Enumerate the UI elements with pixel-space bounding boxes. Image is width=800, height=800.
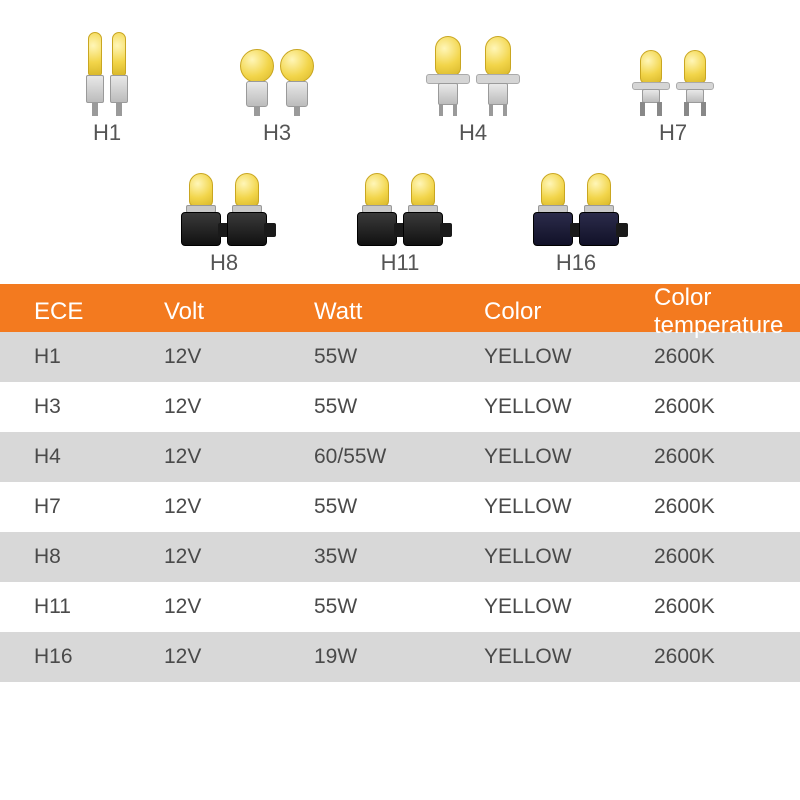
- bulb-icon: [426, 36, 470, 116]
- cell-color: YELLOW: [484, 345, 654, 369]
- bulb-icon: [110, 32, 128, 116]
- bulb-gallery: H1 H3: [0, 0, 800, 284]
- bulb-cell-h4: H4: [426, 18, 520, 146]
- bulb-cell-h16: H16: [533, 148, 619, 276]
- cell-temp: 2600K: [654, 645, 800, 669]
- col-watt: Watt: [314, 298, 484, 326]
- bulb-icon: [357, 173, 397, 246]
- bulb-cell-h11: H11: [357, 148, 443, 276]
- table-row: H16 12V 19W YELLOW 2600K: [0, 632, 800, 682]
- bulb-label: H16: [556, 250, 596, 276]
- table-row: H3 12V 55W YELLOW 2600K: [0, 382, 800, 432]
- spec-table: ECE Volt Watt Color Color temperature H1…: [0, 284, 800, 682]
- cell-watt: 55W: [314, 345, 484, 369]
- cell-color: YELLOW: [484, 645, 654, 669]
- cell-volt: 12V: [164, 345, 314, 369]
- cell-volt: 12V: [164, 545, 314, 569]
- bulb-label: H1: [93, 120, 121, 146]
- cell-ece: H8: [34, 545, 164, 569]
- cell-watt: 19W: [314, 645, 484, 669]
- cell-ece: H3: [34, 395, 164, 419]
- bulb-icon: [280, 49, 314, 116]
- cell-temp: 2600K: [654, 495, 800, 519]
- bulb-label: H4: [459, 120, 487, 146]
- bulb-label: H7: [659, 120, 687, 146]
- table-row: H8 12V 35W YELLOW 2600K: [0, 532, 800, 582]
- cell-temp: 2600K: [654, 345, 800, 369]
- col-color: Color: [484, 298, 654, 326]
- cell-volt: 12V: [164, 595, 314, 619]
- col-ece: ECE: [34, 298, 164, 326]
- bulb-icon: [403, 173, 443, 246]
- col-temp: Color temperature: [654, 284, 800, 340]
- cell-volt: 12V: [164, 645, 314, 669]
- cell-ece: H4: [34, 445, 164, 469]
- bulb-icon: [86, 32, 104, 116]
- cell-ece: H7: [34, 495, 164, 519]
- cell-temp: 2600K: [654, 445, 800, 469]
- cell-color: YELLOW: [484, 595, 654, 619]
- bulb-cell-h8: H8: [181, 148, 267, 276]
- cell-volt: 12V: [164, 495, 314, 519]
- bulb-icon: [181, 173, 221, 246]
- cell-watt: 55W: [314, 495, 484, 519]
- gallery-row-1: H1 H3: [30, 18, 770, 146]
- cell-temp: 2600K: [654, 545, 800, 569]
- gallery-row-2: H8 H11 H16: [30, 148, 770, 276]
- cell-temp: 2600K: [654, 395, 800, 419]
- bulb-icon: [579, 173, 619, 246]
- cell-color: YELLOW: [484, 545, 654, 569]
- cell-ece: H11: [34, 595, 164, 619]
- table-row: H11 12V 55W YELLOW 2600K: [0, 582, 800, 632]
- cell-color: YELLOW: [484, 495, 654, 519]
- table-row: H4 12V 60/55W YELLOW 2600K: [0, 432, 800, 482]
- cell-ece: H16: [34, 645, 164, 669]
- bulb-label: H3: [263, 120, 291, 146]
- bulb-icon: [227, 173, 267, 246]
- bulb-label: H11: [381, 250, 420, 276]
- bulb-icon: [533, 173, 573, 246]
- cell-volt: 12V: [164, 445, 314, 469]
- table-row: H7 12V 55W YELLOW 2600K: [0, 482, 800, 532]
- bulb-cell-h1: H1: [86, 18, 128, 146]
- cell-color: YELLOW: [484, 395, 654, 419]
- bulb-icon: [476, 36, 520, 116]
- bulb-cell-h7: H7: [632, 18, 714, 146]
- bulb-label: H8: [210, 250, 238, 276]
- cell-ece: H1: [34, 345, 164, 369]
- cell-watt: 35W: [314, 545, 484, 569]
- bulb-icon: [632, 50, 670, 116]
- bulb-icon: [676, 50, 714, 116]
- cell-color: YELLOW: [484, 445, 654, 469]
- cell-volt: 12V: [164, 395, 314, 419]
- col-volt: Volt: [164, 298, 314, 326]
- bulb-icon: [240, 49, 274, 116]
- cell-watt: 55W: [314, 595, 484, 619]
- cell-watt: 60/55W: [314, 445, 484, 469]
- bulb-cell-h3: H3: [240, 18, 314, 146]
- cell-temp: 2600K: [654, 595, 800, 619]
- cell-watt: 55W: [314, 395, 484, 419]
- table-header: ECE Volt Watt Color Color temperature: [0, 284, 800, 332]
